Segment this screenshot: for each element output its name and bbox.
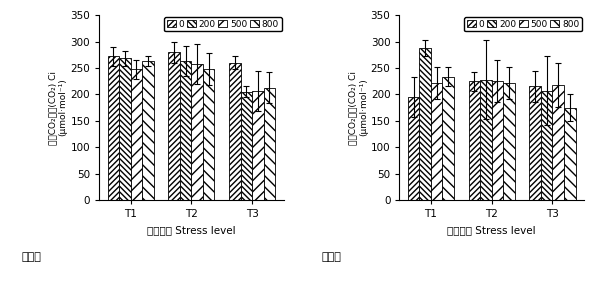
Legend: 0, 200, 500, 800: 0, 200, 500, 800 — [164, 17, 282, 31]
Bar — [419, 48, 431, 200]
Bar — [168, 52, 180, 200]
Bar — [203, 69, 214, 200]
Bar — [108, 56, 119, 200]
Bar — [119, 58, 131, 200]
Bar — [552, 85, 564, 200]
Bar — [503, 83, 515, 200]
X-axis label: 胁迫强度 Stress level: 胁迫强度 Stress level — [447, 225, 536, 235]
Y-axis label: 胞间CO₂浓度(CO₂) Ci
(μmol·mol⁻¹): 胞间CO₂浓度(CO₂) Ci (μmol·mol⁻¹) — [48, 70, 68, 145]
Bar — [564, 108, 575, 200]
Bar — [541, 91, 552, 200]
X-axis label: 胁迫强度 Stress level: 胁迫强度 Stress level — [147, 225, 236, 235]
Bar — [408, 97, 419, 200]
Y-axis label: 胞间CO₂浓度(CO₂) Ci
(μmol·mol⁻¹): 胞间CO₂浓度(CO₂) Ci (μmol·mol⁻¹) — [349, 70, 368, 145]
Bar — [443, 77, 454, 200]
Bar — [131, 69, 142, 200]
Bar — [252, 91, 264, 200]
Bar — [142, 61, 154, 200]
Text: 高羊茅: 高羊茅 — [322, 252, 342, 262]
Bar — [469, 81, 480, 200]
Bar — [240, 92, 252, 200]
Legend: 0, 200, 500, 800: 0, 200, 500, 800 — [464, 17, 582, 31]
Bar — [530, 87, 541, 200]
Bar — [229, 63, 240, 200]
Bar — [192, 64, 203, 200]
Bar — [180, 61, 192, 200]
Bar — [480, 80, 491, 200]
Text: 黑麦草: 黑麦草 — [21, 252, 42, 262]
Bar — [264, 87, 275, 200]
Bar — [491, 81, 503, 200]
Bar — [431, 83, 443, 200]
